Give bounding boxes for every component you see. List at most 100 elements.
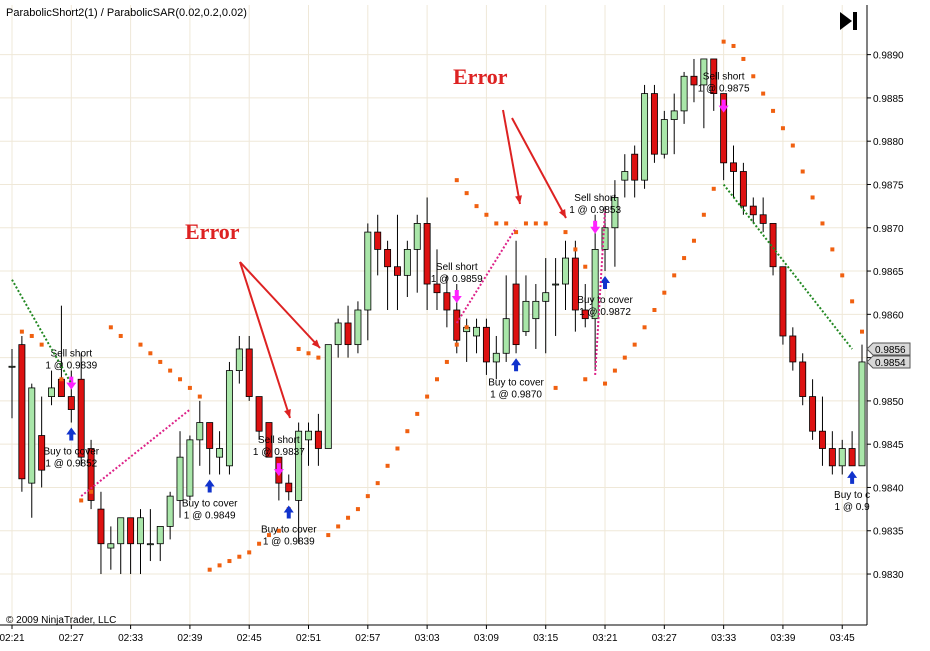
candle-body <box>473 326 480 337</box>
candle <box>710 58 718 111</box>
candle <box>581 284 589 328</box>
candle <box>809 379 817 440</box>
candle <box>87 439 95 510</box>
candle-body <box>354 309 362 346</box>
sar-dot <box>178 377 183 382</box>
candle <box>413 214 421 293</box>
sar-dot <box>820 221 825 226</box>
candle-body <box>235 348 243 371</box>
sar-dot <box>622 355 627 360</box>
candle-body <box>848 448 856 467</box>
candle-body <box>225 370 233 467</box>
price-marker-box <box>866 355 911 369</box>
error-arrow-line <box>239 261 291 419</box>
candle-body <box>57 378 65 397</box>
sar-dot <box>355 507 360 512</box>
sell-short-label: Sell short <box>436 262 478 273</box>
copyright-text: © 2009 NinjaTrader, LLC <box>6 615 116 626</box>
sell-arrow-icon <box>590 220 601 234</box>
sell-arrow-icon <box>66 376 77 390</box>
candle <box>18 335 26 492</box>
sar-dot <box>316 355 321 360</box>
sar-dot <box>514 230 519 235</box>
axes-layer: 0.98300.98350.98400.98450.98500.98550.98… <box>0 5 911 644</box>
candle-body <box>344 322 352 346</box>
candle <box>502 275 510 362</box>
candle <box>28 383 36 518</box>
candle <box>8 348 16 419</box>
play-icon <box>840 12 852 30</box>
candle <box>354 301 362 354</box>
error-arrow-line <box>511 117 567 219</box>
x-tick-label: 02:39 <box>177 633 202 644</box>
sar-dot <box>583 264 588 269</box>
candle-body <box>384 249 392 268</box>
x-tick-label: 03:39 <box>770 633 795 644</box>
error-arrow-head <box>311 339 320 348</box>
candle <box>166 491 174 540</box>
candle-body <box>759 214 767 224</box>
candle-body <box>127 517 135 545</box>
candle-body <box>87 448 95 501</box>
sell-arrow-icon <box>451 290 462 304</box>
sar-dot <box>89 489 94 494</box>
candle-body <box>433 283 441 294</box>
sar-dot <box>543 221 548 226</box>
scroll-to-end-button[interactable] <box>840 12 857 30</box>
trade-line <box>80 408 191 497</box>
buy-to-cover-price: 1 @ 0.9852 <box>45 459 97 470</box>
candle-body <box>492 352 500 363</box>
candle-body <box>413 223 421 250</box>
candle <box>819 396 826 466</box>
candle-body <box>690 75 698 86</box>
sar-dot <box>533 221 538 226</box>
sar-dot <box>207 567 212 572</box>
y-tick-label: 0.9850 <box>873 397 904 408</box>
y-tick-label: 0.9865 <box>873 267 904 278</box>
candle <box>206 422 214 475</box>
sar-dot <box>425 394 430 399</box>
sar-dot <box>464 191 469 196</box>
candle-body <box>18 344 26 480</box>
candle <box>97 491 105 575</box>
sar-dot <box>108 325 113 330</box>
candle <box>680 71 688 124</box>
sar-dot <box>375 481 380 486</box>
candle <box>631 145 639 198</box>
candle-body <box>97 508 105 545</box>
sar-dot <box>296 346 301 351</box>
y-tick-label: 0.9870 <box>873 224 904 235</box>
candle-body <box>542 292 550 302</box>
candle <box>749 197 757 224</box>
candle-body <box>38 435 46 471</box>
sar-dot <box>850 299 855 304</box>
sar-dot <box>385 463 390 468</box>
sar-dot <box>217 563 222 568</box>
sar-dot <box>276 528 281 533</box>
buy-arrow-icon <box>204 479 215 493</box>
buy-to-cover-price: 1 @ 0.9839 <box>263 536 315 547</box>
candle <box>314 413 322 466</box>
candle <box>838 439 846 475</box>
candle-body <box>571 257 579 311</box>
candle-body <box>137 517 144 545</box>
candle-body <box>621 171 629 181</box>
y-tick-label: 0.9880 <box>873 137 904 148</box>
candle <box>245 335 253 401</box>
candle-body <box>789 335 797 363</box>
candle <box>473 318 480 354</box>
sell-short-label: Sell short <box>50 349 92 360</box>
candle-body <box>710 58 718 94</box>
sar-dot <box>365 494 370 499</box>
x-tick-label: 02:27 <box>59 633 84 644</box>
sar-dot <box>642 325 647 330</box>
candle <box>482 318 490 375</box>
candle <box>828 431 836 475</box>
sar-dot <box>711 186 716 191</box>
sar-dot <box>583 377 588 382</box>
candle-body <box>374 231 382 250</box>
sar-dot <box>435 377 439 382</box>
candle-body <box>601 227 609 250</box>
candle-body <box>107 543 115 549</box>
sell-short-price: 1 @ 0.9875 <box>698 84 750 95</box>
